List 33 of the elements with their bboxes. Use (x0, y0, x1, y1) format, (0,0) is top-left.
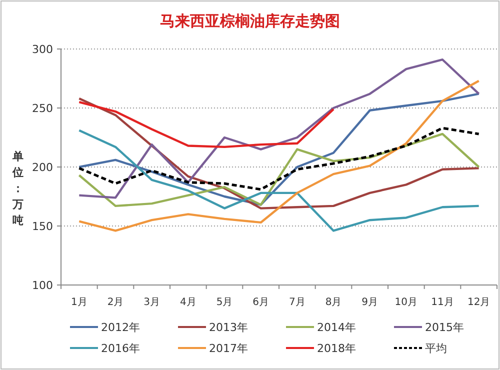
line-series (78, 58, 480, 199)
x-tick-label: 12月 (467, 297, 490, 308)
x-tick-label: 9月 (362, 297, 378, 308)
x-tick-label: 5月 (216, 297, 233, 308)
line-series (78, 101, 335, 148)
x-tick-label: 8月 (325, 297, 342, 308)
y-tick-label: 150 (32, 220, 53, 233)
y-tick-label: 300 (32, 43, 53, 56)
x-tick-label: 3月 (144, 297, 160, 308)
y-tick-label: 100 (32, 279, 53, 292)
line-series (78, 129, 480, 232)
x-tick-label: 6月 (252, 297, 270, 308)
x-tick-label: 10月 (394, 297, 418, 308)
legend-label: 2018年 (317, 342, 356, 355)
legend-label: 2017年 (209, 342, 248, 355)
x-tick-label: 7月 (288, 297, 306, 308)
x-tick-label: 1月 (70, 297, 88, 308)
line-series (78, 132, 480, 208)
line-series (78, 126, 480, 191)
x-tick-label: 2月 (107, 297, 124, 308)
y-tick-label: 200 (32, 161, 53, 174)
legend-label: 平均 (425, 342, 447, 355)
x-tick-label: 11月 (431, 297, 454, 308)
y-tick-label: 250 (32, 102, 53, 115)
x-tick-label: 4月 (180, 297, 196, 308)
legend-label: 2012年 (101, 321, 140, 334)
legend-label: 2016年 (101, 342, 140, 355)
legend-label: 2013年 (209, 321, 248, 334)
y-axis-title: 单位：万吨 (12, 150, 24, 227)
legend-label: 2014年 (317, 321, 356, 334)
legend-label: 2015年 (425, 321, 464, 334)
line-series (78, 80, 480, 232)
chart-title: 马来西亚棕榈油库存走势图 (160, 12, 340, 30)
